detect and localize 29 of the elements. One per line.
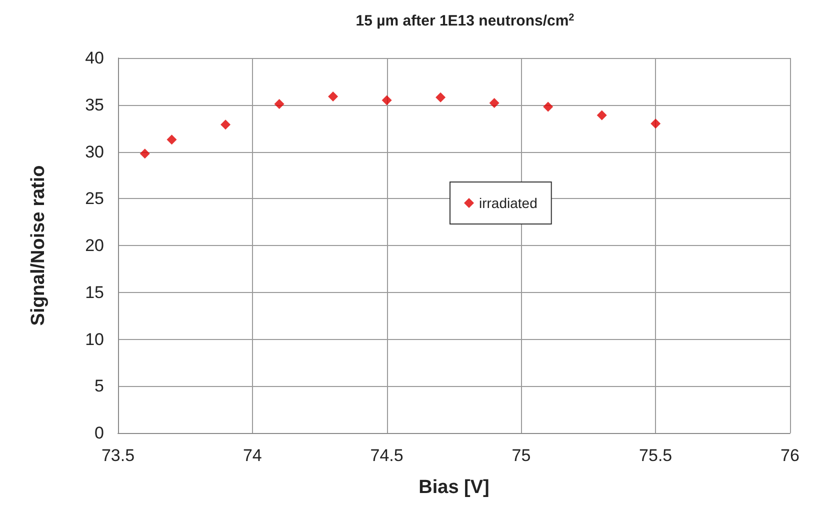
y-tick-label: 0 (94, 424, 104, 442)
y-tick-label: 10 (85, 330, 104, 349)
x-tick-label: 76 (780, 446, 800, 465)
point (650, 118, 661, 129)
point (140, 148, 150, 159)
y-tick-label: 15 (85, 282, 104, 302)
point (543, 102, 554, 112)
point (166, 134, 177, 145)
y-axis-title: Signal/Noise ratio (28, 165, 49, 326)
x-axis-title: Bias [V] (418, 477, 490, 498)
x-tick-label: 75 (512, 446, 531, 465)
y-tick-label: 35 (85, 95, 104, 114)
point (382, 95, 392, 106)
point (328, 91, 338, 102)
x-tick-label: 73.5 (101, 446, 135, 465)
y-tick-label: 25 (85, 189, 104, 208)
point (220, 120, 231, 130)
legend-label: irradiated (479, 195, 538, 211)
x-tick-label: 74 (242, 446, 262, 465)
y-tick-label: 30 (85, 142, 104, 162)
x-tick-label: 74.5 (370, 446, 404, 465)
y-tick-label: 40 (85, 48, 104, 68)
y-tick-label: 20 (85, 236, 104, 255)
point (436, 92, 446, 102)
point (596, 110, 607, 120)
point (274, 98, 284, 109)
y-tick-label: 5 (94, 376, 104, 396)
x-tick-label: 75.5 (639, 446, 672, 465)
point (489, 98, 500, 108)
